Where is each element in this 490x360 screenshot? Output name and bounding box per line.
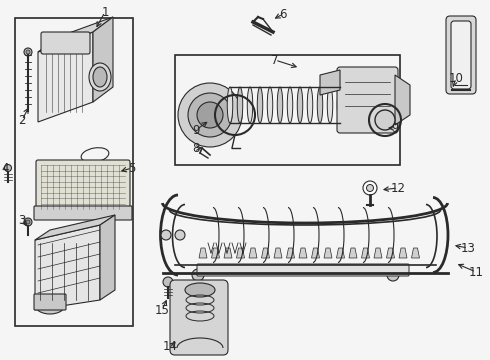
Polygon shape xyxy=(399,248,407,258)
Ellipse shape xyxy=(267,87,273,123)
Ellipse shape xyxy=(227,87,233,123)
Circle shape xyxy=(192,269,204,281)
Text: 4: 4 xyxy=(1,162,9,175)
Text: 1: 1 xyxy=(101,5,109,18)
Circle shape xyxy=(4,165,11,171)
Polygon shape xyxy=(362,248,369,258)
Polygon shape xyxy=(287,248,294,258)
Text: 3: 3 xyxy=(18,213,25,226)
Ellipse shape xyxy=(317,87,323,123)
Text: 9: 9 xyxy=(391,122,399,135)
Polygon shape xyxy=(320,70,340,95)
Polygon shape xyxy=(387,248,394,258)
Circle shape xyxy=(24,218,32,226)
Ellipse shape xyxy=(237,87,243,123)
Polygon shape xyxy=(324,248,332,258)
Polygon shape xyxy=(299,248,307,258)
Polygon shape xyxy=(93,17,113,102)
Ellipse shape xyxy=(287,87,293,123)
Polygon shape xyxy=(35,225,100,310)
Polygon shape xyxy=(224,248,232,258)
Ellipse shape xyxy=(327,87,333,123)
Ellipse shape xyxy=(89,63,111,91)
Polygon shape xyxy=(38,17,113,52)
Circle shape xyxy=(163,277,173,287)
Circle shape xyxy=(188,93,232,137)
Circle shape xyxy=(24,48,32,56)
Bar xyxy=(175,55,400,165)
Ellipse shape xyxy=(257,87,263,123)
Text: 14: 14 xyxy=(163,341,177,354)
Text: 5: 5 xyxy=(128,162,136,175)
FancyBboxPatch shape xyxy=(446,16,476,94)
Polygon shape xyxy=(349,248,357,258)
Circle shape xyxy=(175,230,185,240)
Polygon shape xyxy=(412,248,419,258)
FancyBboxPatch shape xyxy=(41,32,90,54)
Polygon shape xyxy=(274,248,282,258)
Polygon shape xyxy=(212,248,220,258)
Polygon shape xyxy=(35,215,115,240)
Polygon shape xyxy=(312,248,319,258)
Text: 11: 11 xyxy=(468,266,484,279)
Circle shape xyxy=(26,50,30,54)
FancyBboxPatch shape xyxy=(451,21,471,89)
FancyBboxPatch shape xyxy=(34,206,132,220)
Polygon shape xyxy=(199,248,207,258)
Polygon shape xyxy=(262,248,270,258)
FancyBboxPatch shape xyxy=(337,67,398,133)
Circle shape xyxy=(375,110,395,130)
Ellipse shape xyxy=(247,87,253,123)
Ellipse shape xyxy=(307,87,313,123)
Ellipse shape xyxy=(35,296,65,314)
Text: 2: 2 xyxy=(18,113,26,126)
Polygon shape xyxy=(237,248,245,258)
Polygon shape xyxy=(395,75,410,125)
Circle shape xyxy=(161,230,171,240)
Polygon shape xyxy=(374,248,382,258)
Bar xyxy=(15,18,133,326)
Text: 6: 6 xyxy=(279,8,287,21)
Ellipse shape xyxy=(277,87,283,123)
Text: 9: 9 xyxy=(192,123,200,136)
Polygon shape xyxy=(100,215,115,300)
Circle shape xyxy=(26,220,30,224)
Circle shape xyxy=(197,102,223,128)
FancyBboxPatch shape xyxy=(197,264,409,276)
Text: 7: 7 xyxy=(271,54,279,67)
Ellipse shape xyxy=(297,87,303,123)
Text: 12: 12 xyxy=(391,181,406,194)
Text: 8: 8 xyxy=(192,141,200,154)
Circle shape xyxy=(178,83,242,147)
FancyBboxPatch shape xyxy=(36,160,130,214)
Text: 15: 15 xyxy=(154,303,170,316)
Polygon shape xyxy=(337,248,344,258)
FancyBboxPatch shape xyxy=(170,280,228,355)
Ellipse shape xyxy=(93,67,107,87)
Polygon shape xyxy=(38,32,93,122)
Polygon shape xyxy=(249,248,257,258)
FancyBboxPatch shape xyxy=(34,294,66,310)
Ellipse shape xyxy=(337,87,343,123)
Text: 13: 13 xyxy=(461,242,475,255)
Ellipse shape xyxy=(185,283,215,297)
Text: 10: 10 xyxy=(448,72,464,85)
Circle shape xyxy=(367,185,373,192)
Circle shape xyxy=(363,181,377,195)
Circle shape xyxy=(387,269,399,281)
